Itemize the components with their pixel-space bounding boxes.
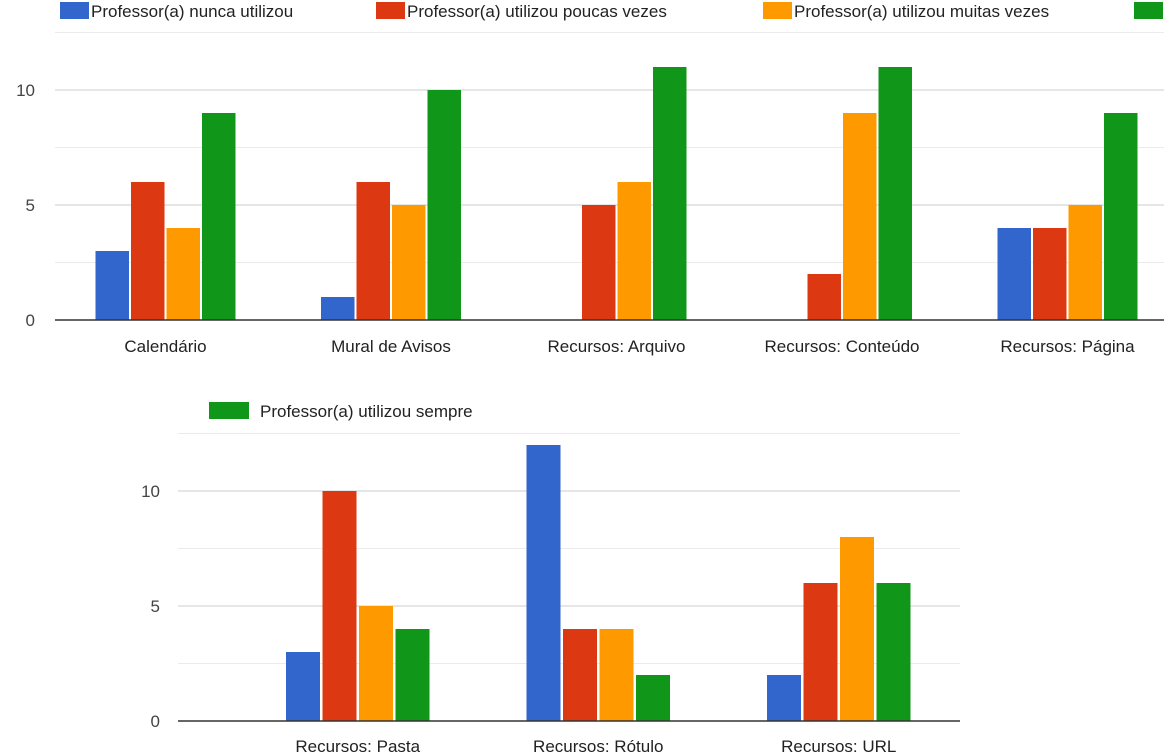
bar-mural-de-avisos-professor-a-nunca-utilizou[interactable] (321, 297, 355, 320)
bar-recursos-conte-do-professor-a-utilizou-poucas-vezes[interactable] (807, 274, 842, 320)
bar-mural-de-avisos-professor-a-utilizou-sempre[interactable] (427, 90, 462, 320)
bar-recursos-pasta-professor-a-utilizou-muitas-vezes[interactable] (359, 606, 393, 721)
x-tick-label: Recursos: Pasta (295, 737, 420, 755)
legend-label: Professor(a) utilizou poucas vezes (407, 2, 667, 21)
bar-calend-rio-professor-a-utilizou-muitas-vezes[interactable] (166, 228, 201, 320)
bar-calend-rio-professor-a-utilizou-poucas-vezes[interactable] (131, 182, 165, 320)
legend-swatch (763, 2, 792, 19)
legend-swatch (60, 2, 89, 19)
legend-item[interactable]: Professor(a) utilizou sempre (209, 402, 473, 421)
legend-label: Professor(a) nunca utilizou (91, 2, 293, 21)
legend-item[interactable]: Professor(a) utilizou poucas vezes (376, 2, 667, 21)
y-tick-label: 0 (26, 311, 35, 330)
x-tick-label: Mural de Avisos (331, 337, 451, 356)
bar-recursos-url-professor-a-utilizou-muitas-vezes[interactable] (840, 537, 874, 721)
bar-recursos-p-gina-professor-a-utilizou-poucas-vezes[interactable] (1033, 228, 1067, 320)
legend-label: Professor(a) utilizou muitas vezes (794, 2, 1049, 21)
bar-recursos-pasta-professor-a-utilizou-poucas-vezes[interactable] (322, 491, 357, 721)
x-tick-label: Recursos: URL (781, 737, 896, 755)
bar-mural-de-avisos-professor-a-utilizou-poucas-vezes[interactable] (356, 182, 391, 320)
legend-swatch (376, 2, 405, 19)
chart-1: 0 5 10 Calendário Mural de Avisos Recursos: A… (16, 2, 1164, 356)
bar-calend-rio-professor-a-nunca-utilizou[interactable] (95, 251, 130, 320)
legend-item[interactable] (1134, 2, 1163, 19)
bar-recursos-pasta-professor-a-utilizou-sempre[interactable] (395, 629, 430, 721)
bar-recursos-url-professor-a-utilizou-poucas-vezes[interactable] (803, 583, 838, 721)
y-tick-label: 10 (141, 482, 160, 501)
y-tick-label: 0 (151, 712, 160, 731)
bar-recursos-p-gina-professor-a-utilizou-muitas-vezes[interactable] (1068, 205, 1103, 320)
y-tick-label: 10 (16, 81, 35, 100)
y-tick-label: 5 (26, 196, 35, 215)
legend-item[interactable]: Professor(a) utilizou muitas vezes (763, 2, 1049, 21)
y-tick-label: 5 (151, 597, 160, 616)
chart-2: 0 5 10 Recursos: Pasta Recursos: Rótulo Recur… (141, 402, 960, 755)
x-tick-label: Calendário (124, 337, 206, 356)
bar-recursos-p-gina-professor-a-nunca-utilizou[interactable] (997, 228, 1032, 320)
x-tick-label: Recursos: Conteúdo (765, 337, 920, 356)
bar-recursos-conte-do-professor-a-utilizou-muitas-vezes[interactable] (843, 113, 877, 320)
bar-recursos-r-tulo-professor-a-utilizou-muitas-vezes[interactable] (599, 629, 634, 721)
bar-calend-rio-professor-a-utilizou-sempre[interactable] (202, 113, 236, 320)
bar-recursos-conte-do-professor-a-utilizou-sempre[interactable] (878, 67, 913, 320)
legend-label: Professor(a) utilizou sempre (260, 402, 473, 421)
bar-recursos-p-gina-professor-a-utilizou-sempre[interactable] (1104, 113, 1138, 320)
bar-recursos-r-tulo-professor-a-nunca-utilizou[interactable] (526, 445, 561, 721)
legend-swatch (209, 402, 249, 419)
legend-item[interactable]: Professor(a) nunca utilizou (60, 2, 293, 21)
bar-recursos-arquivo-professor-a-utilizou-sempre[interactable] (653, 67, 687, 320)
legend-swatch (1134, 2, 1163, 19)
bar-mural-de-avisos-professor-a-utilizou-muitas-vezes[interactable] (392, 205, 426, 320)
x-tick-label: Recursos: Arquivo (548, 337, 686, 356)
bar-recursos-arquivo-professor-a-utilizou-muitas-vezes[interactable] (617, 182, 652, 320)
bar-recursos-arquivo-professor-a-utilizou-poucas-vezes[interactable] (582, 205, 616, 320)
bar-recursos-url-professor-a-nunca-utilizou[interactable] (767, 675, 801, 721)
x-tick-label: Recursos: Página (1000, 337, 1135, 356)
x-tick-label: Recursos: Rótulo (533, 737, 663, 755)
bar-recursos-r-tulo-professor-a-utilizou-sempre[interactable] (636, 675, 670, 721)
bar-recursos-pasta-professor-a-nunca-utilizou[interactable] (286, 652, 320, 721)
bar-recursos-url-professor-a-utilizou-sempre[interactable] (876, 583, 911, 721)
bar-recursos-r-tulo-professor-a-utilizou-poucas-vezes[interactable] (563, 629, 597, 721)
